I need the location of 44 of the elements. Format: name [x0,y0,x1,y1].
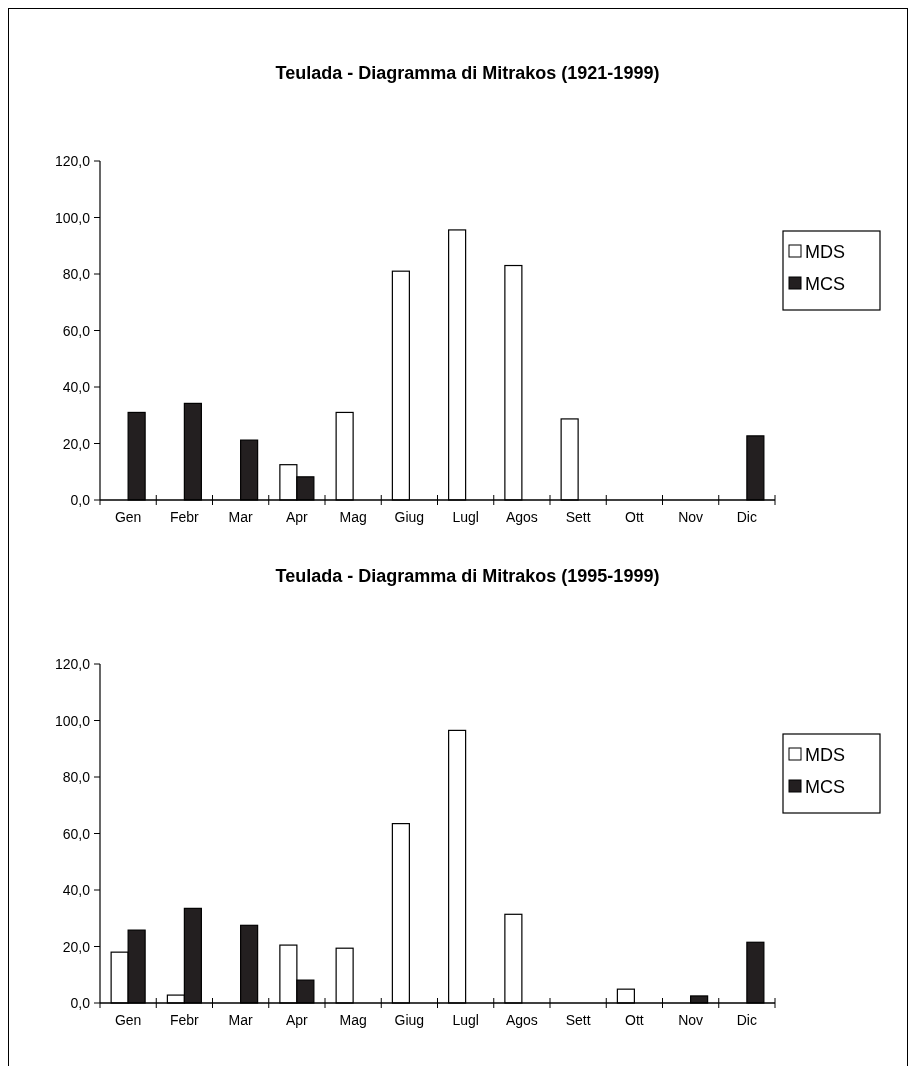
y-tick-label: 40,0 [62,882,91,898]
y-tick-label: 0,0 [70,492,91,508]
chart-title: Teulada - Diagramma di Mitrakos (1995-1999) [275,566,660,586]
legend-label: MCS [805,274,845,294]
legend-label: MDS [805,745,845,765]
y-tick-label: 120,0 [54,153,91,169]
x-tick-label: Giug [394,1012,425,1028]
y-tick-label: 60,0 [62,825,91,842]
x-tick-label: Sett [565,1012,591,1028]
x-tick-label: Agos [505,509,538,525]
x-tick-label: Lugl [452,509,479,525]
y-tick-label: 120,0 [54,656,91,672]
legend-label: MCS [805,777,845,797]
x-tick-label: Apr [285,509,309,525]
x-tick-label: Giug [394,509,425,525]
x-tick-label: Gen [114,1012,142,1028]
x-tick-label: Mag [339,509,367,525]
x-tick-label: Apr [285,1012,309,1028]
x-tick-label: Mar [228,509,254,525]
y-tick-label: 100,0 [54,712,91,729]
x-tick-label: Gen [114,509,142,525]
y-tick-label: 80,0 [62,769,91,785]
y-tick-label: 60,0 [62,322,91,339]
y-tick-label: 40,0 [62,379,91,395]
y-tick-label: 100,0 [54,209,91,226]
legend-label: MDS [805,242,845,262]
y-tick-label: 20,0 [62,435,91,452]
x-tick-label: Ott [625,1012,644,1028]
x-tick-label: Mar [228,1012,254,1028]
x-tick-label: Nov [678,1012,704,1028]
y-tick-label: 20,0 [62,938,91,955]
x-tick-label: Febr [169,1012,200,1028]
x-tick-label: Sett [565,509,591,525]
y-tick-label: 80,0 [62,266,91,282]
x-tick-label: Agos [505,1012,538,1028]
x-tick-label: Ott [625,509,644,525]
x-tick-label: Lugl [452,1012,479,1028]
x-tick-label: Dic [736,1012,757,1028]
x-tick-label: Dic [736,509,757,525]
y-tick-label: 0,0 [70,995,91,1011]
chart-title: Teulada - Diagramma di Mitrakos (1921-1999) [275,63,660,83]
x-tick-label: Nov [678,509,704,525]
x-tick-label: Mag [339,1012,367,1028]
x-tick-label: Febr [169,509,200,525]
